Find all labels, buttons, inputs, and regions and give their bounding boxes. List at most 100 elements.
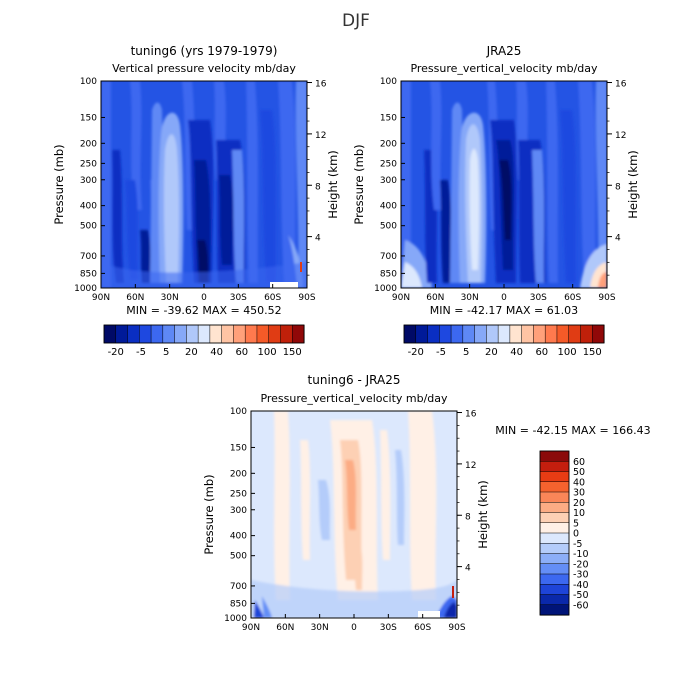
colorbar-swatch xyxy=(533,324,546,344)
missing-data-patch xyxy=(418,611,440,618)
figure-title: DJF xyxy=(342,11,370,31)
colorbar-swatch xyxy=(462,324,476,344)
missing-data-patch xyxy=(270,282,298,288)
field-band xyxy=(274,411,290,600)
x-tick-label: 0 xyxy=(201,293,207,303)
panel-model: tuning6 (yrs 1979-1979) Vertical pressur… xyxy=(52,44,340,358)
y-tick-label: 250 xyxy=(380,159,397,169)
colorbar-label: 40 xyxy=(210,347,223,358)
colorbar-label: 150 xyxy=(283,347,302,358)
colorbar-label: 20 xyxy=(573,498,585,509)
y-tick-label: 500 xyxy=(230,552,247,562)
colorbar-swatch xyxy=(509,324,523,344)
colorbar-label: 30 xyxy=(573,488,585,499)
colorbar-label: 5 xyxy=(573,518,579,529)
x-tick-label: 30N xyxy=(311,623,329,633)
y-tick-label: 850 xyxy=(80,269,97,279)
panel-diff-axes: 90N 60N 30N 0 30S 60S 90S 100 150 200 250 300 400 500… xyxy=(202,407,490,633)
y-axis-label: Pressure (mb) xyxy=(352,144,366,224)
y-right-tick-label: 8 xyxy=(465,512,471,522)
colorbar-swatch xyxy=(539,522,570,534)
panel-diff-stats: MIN = -42.15 MAX = 166.43 xyxy=(495,424,650,437)
colorbar-swatch xyxy=(403,324,417,344)
colorbar-label: -50 xyxy=(573,590,589,601)
colorbar-swatch xyxy=(539,450,570,462)
colorbar-swatch xyxy=(568,324,582,344)
colorbar-swatch xyxy=(486,324,499,344)
colorbar-label: -5 xyxy=(136,347,146,358)
colorbar-swatch xyxy=(244,324,258,344)
colorbar-swatch xyxy=(497,324,511,344)
colorbar-label: -20 xyxy=(573,559,589,570)
y-tick-label: 700 xyxy=(380,252,397,262)
colorbar-swatch xyxy=(539,594,570,606)
x-tick-label: 60N xyxy=(276,623,294,633)
y-tick-label: 100 xyxy=(230,407,247,417)
colorbar-label: -60 xyxy=(573,600,589,611)
y-right-tick-label: 12 xyxy=(615,131,626,141)
field-band xyxy=(246,81,258,283)
panel-obs: JRA25 Pressure_vertical_velocity mb/day xyxy=(352,44,640,358)
field-band xyxy=(352,540,363,590)
panel-model-colorbar: -20 -5 5 20 40 60 100 150 xyxy=(103,324,305,358)
y-right-tick-label: 8 xyxy=(315,182,321,192)
y-right-tick-label: 12 xyxy=(465,461,476,471)
y-tick-label: 300 xyxy=(380,176,397,186)
colorbar-label: -5 xyxy=(573,539,582,550)
colorbar-label: 60 xyxy=(235,347,248,358)
colorbar-swatch xyxy=(539,604,570,616)
colorbar-swatch xyxy=(197,324,211,344)
panel-model-subtitle: Vertical pressure velocity mb/day xyxy=(112,62,296,75)
panel-obs-stats: MIN = -42.17 MAX = 61.03 xyxy=(430,304,578,317)
y-tick-label: 150 xyxy=(380,113,397,123)
panel-obs-title: JRA25 xyxy=(486,44,522,58)
field-band xyxy=(401,81,411,288)
colorbar-label: 100 xyxy=(257,347,276,358)
y-axis-label: Pressure (mb) xyxy=(202,474,216,554)
x-tick-label: 0 xyxy=(501,293,507,303)
panel-obs-axes: 90N 60N 30N 0 30S 60S 90S 100 150 200 250 300 400 500… xyxy=(352,77,640,303)
colorbar-swatch xyxy=(174,324,187,344)
colorbar-swatch xyxy=(268,324,282,344)
field-band xyxy=(260,110,276,283)
colorbar-label: 50 xyxy=(573,467,585,478)
colorbar-label: 5 xyxy=(463,347,469,358)
panel-obs-subtitle: Pressure_vertical_velocity mb/day xyxy=(410,62,598,75)
colorbar-swatch xyxy=(162,324,176,344)
field-band xyxy=(401,262,422,288)
x-tick-label: 90N xyxy=(92,293,110,303)
field-band xyxy=(380,430,391,560)
y-tick-label: 1000 xyxy=(224,614,247,624)
y-right-axis-label: Height (km) xyxy=(326,150,340,219)
field-band xyxy=(278,81,296,283)
y-tick-label: 200 xyxy=(80,139,97,149)
x-tick-label: 30S xyxy=(380,623,397,633)
field-band xyxy=(295,81,307,288)
colorbar-label: -10 xyxy=(573,549,589,560)
field-band xyxy=(251,580,457,618)
field-band xyxy=(595,81,607,288)
colorbar-swatch xyxy=(544,324,558,344)
colorbar-swatch xyxy=(539,543,570,555)
colorbar-swatch xyxy=(291,324,305,344)
colorbar-swatch xyxy=(427,324,440,344)
x-tick-label: 90S xyxy=(448,623,465,633)
colorbar-frame xyxy=(103,324,305,344)
y-tick-label: 200 xyxy=(380,139,397,149)
y-right-tick-label: 4 xyxy=(315,234,321,244)
colorbar-label: 40 xyxy=(573,477,585,488)
colorbar-label: 10 xyxy=(573,508,585,519)
x-tick-label: 90N xyxy=(392,293,410,303)
y-tick-label: 250 xyxy=(80,159,97,169)
y-tick-label: 500 xyxy=(380,222,397,232)
colorbar-swatch xyxy=(139,324,152,344)
colorbar-label: 60 xyxy=(535,347,548,358)
field-band xyxy=(395,450,405,545)
colorbar-swatch xyxy=(539,532,570,544)
y-tick-label: 400 xyxy=(380,202,397,212)
y-tick-label: 500 xyxy=(80,222,97,232)
field-contours xyxy=(101,81,307,288)
y-tick-label: 100 xyxy=(80,77,97,87)
x-tick-label: 30S xyxy=(530,293,547,303)
